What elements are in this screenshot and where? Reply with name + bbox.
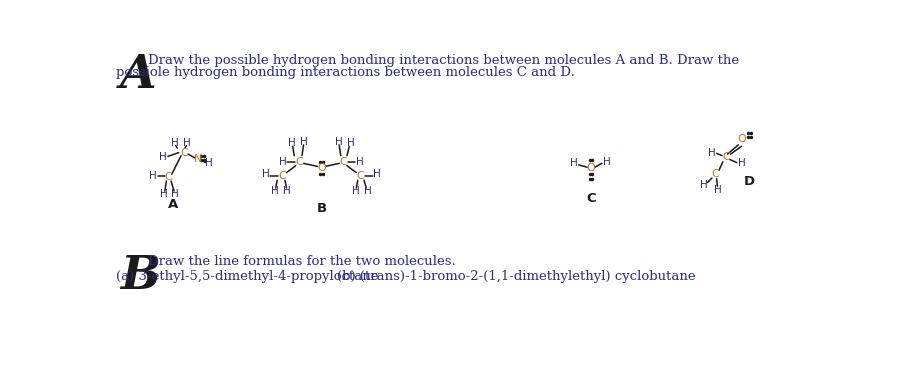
Text: O: O bbox=[587, 163, 596, 173]
Text: C: C bbox=[279, 171, 286, 181]
Text: possiole hydrogen bonding interactions between molecules C and D.: possiole hydrogen bonding interactions b… bbox=[116, 66, 575, 80]
Text: C: C bbox=[165, 172, 172, 182]
Text: C: C bbox=[356, 171, 364, 181]
Text: H: H bbox=[171, 189, 179, 199]
Text: H: H bbox=[183, 138, 191, 148]
Text: (a) 3-ethyl-5,5-dimethyl-4-propyloctane: (a) 3-ethyl-5,5-dimethyl-4-propyloctane bbox=[116, 269, 379, 283]
Text: H: H bbox=[171, 138, 179, 148]
Text: C: C bbox=[722, 152, 730, 162]
Text: H: H bbox=[373, 169, 381, 179]
Text: H: H bbox=[271, 186, 279, 196]
Text: C: C bbox=[339, 157, 347, 167]
Text: C: C bbox=[296, 157, 303, 167]
Text: H: H bbox=[288, 138, 296, 148]
Text: N: N bbox=[194, 154, 203, 164]
Text: Draw the line formulas for the two molecules.: Draw the line formulas for the two molec… bbox=[148, 255, 456, 268]
Text: H: H bbox=[570, 158, 578, 168]
Text: H: H bbox=[159, 152, 166, 162]
Text: H: H bbox=[352, 186, 360, 196]
Text: A: A bbox=[169, 198, 179, 212]
Text: Draw the possible hydrogen bonding interactions between molecules A and B. Draw : Draw the possible hydrogen bonding inter… bbox=[148, 54, 739, 67]
Text: O: O bbox=[737, 134, 745, 144]
Text: H: H bbox=[279, 157, 286, 167]
Text: H: H bbox=[356, 157, 364, 167]
Text: H: H bbox=[701, 180, 708, 190]
Text: H: H bbox=[737, 158, 745, 168]
Text: H: H bbox=[335, 137, 343, 147]
Text: H: H bbox=[161, 189, 168, 199]
Text: H: H bbox=[300, 137, 309, 147]
Text: H: H bbox=[262, 169, 269, 179]
Text: H: H bbox=[205, 158, 213, 168]
Text: H: H bbox=[347, 138, 354, 148]
Text: D: D bbox=[744, 175, 754, 188]
Text: A: A bbox=[120, 52, 156, 98]
Text: B: B bbox=[120, 253, 160, 299]
Text: H: H bbox=[714, 185, 722, 195]
Text: C: C bbox=[711, 169, 719, 179]
Text: H: H bbox=[283, 186, 292, 196]
Text: H: H bbox=[603, 157, 611, 167]
Text: C: C bbox=[587, 192, 596, 205]
Text: H: H bbox=[364, 186, 371, 196]
Text: H: H bbox=[708, 147, 716, 157]
Text: O: O bbox=[317, 163, 326, 173]
Text: C: C bbox=[180, 147, 188, 157]
Text: H: H bbox=[149, 171, 157, 181]
Text: B: B bbox=[317, 201, 327, 215]
Text: (b) (trans)-1-bromo-2-(1,1-dimethylethyl) cyclobutane: (b) (trans)-1-bromo-2-(1,1-dimethylethyl… bbox=[337, 269, 695, 283]
